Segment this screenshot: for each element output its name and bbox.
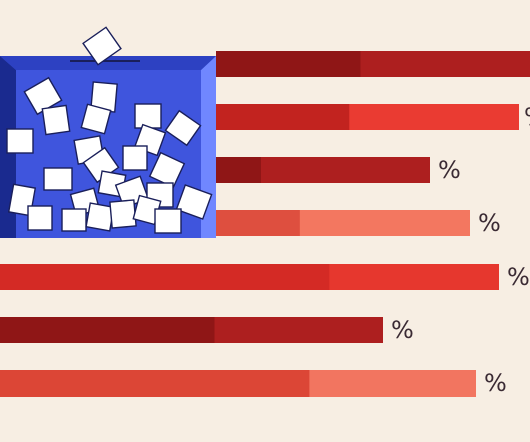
flag-bar-5 [0, 264, 499, 290]
bar-segment [216, 51, 361, 77]
flag-bar-1 [216, 51, 530, 77]
flag-bar-2 [216, 104, 519, 130]
flag-bar-6 [0, 317, 383, 343]
ballot-icon [80, 103, 112, 135]
bar-segment [0, 264, 330, 290]
ballot-icon [122, 145, 148, 171]
bar-segment [299, 210, 470, 236]
box-rim [0, 56, 216, 70]
ballot-icon [154, 208, 182, 234]
bar-segment [349, 104, 519, 130]
bar-segment [309, 370, 476, 397]
ballot-icon [164, 109, 202, 147]
bar-segment [260, 157, 430, 183]
flag-bar-3 [216, 157, 430, 183]
bar-segment [216, 157, 262, 183]
percent-label: % [484, 369, 507, 397]
bar-segment [329, 264, 499, 290]
percent-label: % [478, 209, 501, 237]
percent-label: % [524, 105, 530, 129]
ballot-icon [109, 199, 137, 229]
ballot-icon [61, 208, 87, 232]
percent-label: % [391, 316, 414, 344]
bar-segment [216, 104, 350, 130]
ballot-box [0, 26, 216, 238]
bar-segment [214, 317, 383, 343]
bar-segment [360, 51, 530, 77]
ballot-icon [43, 167, 73, 191]
bar-segment [0, 370, 310, 397]
bar-segment [216, 210, 301, 236]
ballot-icon [134, 103, 162, 129]
flag-bar-7 [0, 370, 476, 397]
flag-bar-4 [216, 210, 470, 236]
bar-segment [0, 317, 215, 343]
ballot-icon [148, 151, 186, 189]
ballot-icon [82, 26, 122, 66]
percent-label: % [438, 156, 461, 184]
ballot-icon [6, 128, 34, 154]
ballot-icon [41, 104, 71, 136]
ballot-icon [27, 205, 53, 231]
percent-label: % [507, 263, 530, 291]
ballot-icon [175, 184, 213, 220]
